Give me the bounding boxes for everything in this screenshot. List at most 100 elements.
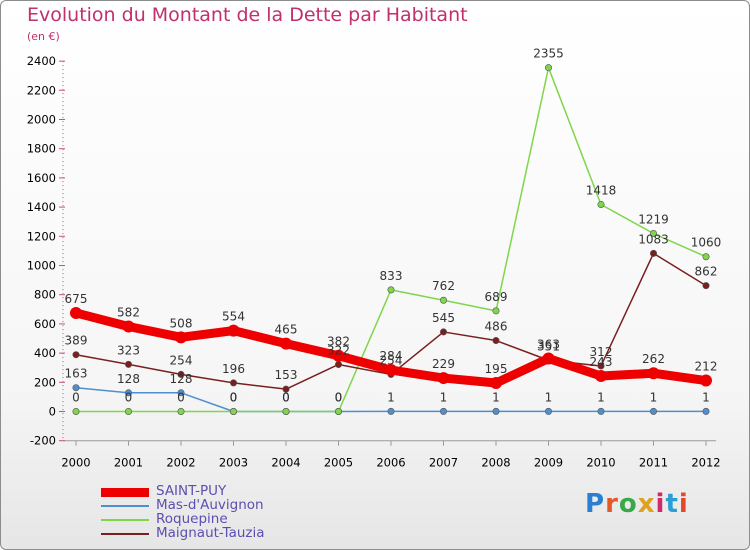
y-tick-label: 1400 <box>27 200 56 214</box>
data-label: 128 <box>170 372 193 386</box>
data-label: 312 <box>590 345 613 359</box>
y-tick-label: -200 <box>30 434 56 448</box>
data-label: 0 <box>230 391 238 405</box>
data-label: 0 <box>335 391 343 405</box>
data-point <box>227 324 240 337</box>
y-tick-label: 200 <box>34 375 56 389</box>
data-point <box>385 364 397 377</box>
data-point <box>492 337 500 345</box>
data-point <box>72 351 80 359</box>
x-tick-label: 2002 <box>166 456 195 470</box>
data-label: 689 <box>485 290 508 304</box>
legend-label: SAINT-PUY <box>156 483 227 499</box>
data-label: 382 <box>327 335 350 349</box>
y-tick-label: 1600 <box>27 171 56 185</box>
data-point <box>647 367 660 380</box>
data-label: 0 <box>72 391 80 405</box>
data-label: 262 <box>642 352 665 366</box>
data-point <box>122 320 135 333</box>
data-point <box>439 328 447 336</box>
legend-label: Maignaut-Tauzia <box>156 525 265 541</box>
data-point <box>177 389 185 397</box>
data-label: 0 <box>335 391 343 405</box>
data-point <box>439 407 447 415</box>
data-label: 833 <box>380 269 403 283</box>
y-tick-label: 2000 <box>27 113 56 127</box>
data-point <box>282 407 290 415</box>
data-label: 284 <box>380 349 403 363</box>
data-label: 545 <box>432 311 455 325</box>
x-tick-label: 2001 <box>114 456 143 470</box>
data-label: 363 <box>537 338 560 352</box>
data-point <box>490 377 502 390</box>
proxiti-logo: Proxiti <box>585 489 689 519</box>
data-point <box>230 379 238 387</box>
data-label: 163 <box>65 367 88 381</box>
y-tick-label: 0 <box>49 405 56 419</box>
data-point <box>439 296 447 304</box>
data-point <box>72 384 80 392</box>
data-point <box>492 307 500 315</box>
data-label: 1060 <box>691 236 722 250</box>
data-label: 2355 <box>533 47 564 61</box>
x-tick-label: 2003 <box>219 456 248 470</box>
data-label: 229 <box>432 357 455 371</box>
data-label: 196 <box>222 362 245 376</box>
data-point <box>700 374 712 387</box>
x-tick-label: 2004 <box>271 456 300 470</box>
data-label: 254 <box>380 353 403 367</box>
axes: -200020040060080010001200140016001800200… <box>27 54 721 470</box>
data-point <box>125 389 133 397</box>
data-point <box>125 407 133 415</box>
x-tick-label: 2005 <box>324 456 353 470</box>
data-label: 212 <box>695 360 718 374</box>
data-label: 486 <box>485 320 508 334</box>
data-label: 389 <box>65 334 88 348</box>
y-tick-label: 2400 <box>27 54 56 68</box>
data-label: 0 <box>282 391 290 405</box>
data-point <box>702 282 710 290</box>
data-label: 1 <box>387 390 395 404</box>
data-label: 508 <box>170 316 193 330</box>
data-point <box>387 286 395 294</box>
data-label: 1 <box>440 390 448 404</box>
y-tick-label: 1000 <box>27 259 56 273</box>
x-tick-label: 2011 <box>639 456 668 470</box>
data-label: 1 <box>492 390 500 404</box>
data-label: 1 <box>650 390 658 404</box>
chart-title: Evolution du Montant de la Dette par Hab… <box>27 4 468 26</box>
data-label: 351 <box>537 339 560 353</box>
data-point <box>70 306 82 319</box>
data-label: 195 <box>485 362 508 376</box>
data-label: 762 <box>432 279 455 293</box>
legend-swatch-saint-puy <box>101 488 149 497</box>
legend-label: Mas-d'Auvignon <box>156 497 264 513</box>
legend-label: Roquepine <box>156 511 228 527</box>
data-point <box>544 64 552 72</box>
data-label: 0 <box>177 391 185 405</box>
data-point <box>649 407 657 415</box>
data-point <box>332 349 345 362</box>
data-label: 1 <box>545 390 553 404</box>
x-tick-label: 2012 <box>691 456 720 470</box>
data-label: 153 <box>275 368 298 382</box>
data-label: 675 <box>65 292 88 306</box>
legend-swatch-maignaut-tauzia <box>101 533 149 535</box>
data-point <box>649 249 657 257</box>
data-label: 0 <box>125 391 133 405</box>
data-point <box>595 370 607 383</box>
data-point <box>649 230 657 238</box>
data-label: 1418 <box>586 183 617 197</box>
data-label: 1 <box>702 390 710 404</box>
data-label: 323 <box>117 343 140 357</box>
data-label: 862 <box>695 265 718 279</box>
y-tick-label: 800 <box>34 288 56 302</box>
data-point <box>387 407 395 415</box>
legend-swatch-roquepine <box>101 519 149 521</box>
data-point <box>702 253 710 261</box>
data-label: 0 <box>282 391 290 405</box>
data-label: 254 <box>170 353 193 367</box>
data-point <box>544 407 552 415</box>
data-point <box>230 407 238 415</box>
